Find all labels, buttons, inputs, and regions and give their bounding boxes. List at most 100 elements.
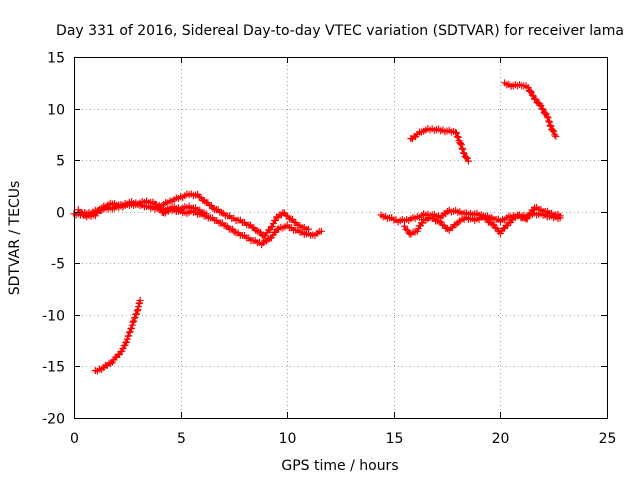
- data-point: [133, 310, 141, 318]
- y-tick-label: -20: [42, 412, 65, 428]
- data-point: [454, 133, 462, 141]
- data-point: [98, 204, 106, 212]
- data-point: [131, 313, 139, 321]
- data-point: [155, 205, 163, 213]
- data-point: [537, 102, 545, 110]
- x-tick-label: 0: [70, 431, 79, 447]
- data-point: [440, 221, 448, 229]
- y-tick-label: 10: [47, 103, 65, 119]
- y-tick-label: 15: [47, 51, 65, 67]
- data-point: [133, 307, 141, 315]
- data-point: [194, 190, 202, 198]
- data-point: [556, 212, 564, 220]
- data-point: [524, 83, 532, 91]
- data-point: [452, 129, 460, 137]
- series-arc-3: [74, 197, 210, 221]
- data-point: [151, 200, 159, 208]
- x-tick-label: 20: [492, 431, 510, 447]
- series-arc-6: [400, 203, 564, 238]
- data-point: [107, 360, 115, 368]
- series-arc-4: [91, 296, 144, 375]
- data-point: [305, 225, 313, 233]
- data-point: [126, 328, 134, 336]
- data-point: [317, 227, 325, 235]
- data-point: [544, 114, 552, 122]
- data-point: [543, 113, 551, 121]
- grid-lines: [74, 57, 607, 418]
- data-point: [490, 221, 498, 229]
- data-point: [128, 324, 136, 332]
- data-point: [402, 225, 410, 233]
- series-line: [94, 299, 142, 373]
- data-point: [209, 204, 217, 212]
- chart-title: Day 331 of 2016, Sidereal Day-to-day VTE…: [56, 23, 624, 39]
- data-point: [404, 226, 412, 234]
- data-point: [531, 95, 539, 103]
- data-point: [273, 225, 281, 233]
- data-point: [526, 87, 534, 95]
- data-point: [405, 230, 413, 238]
- data-point: [202, 210, 210, 218]
- data-point: [458, 144, 466, 152]
- y-tick-label: 5: [56, 154, 65, 170]
- tick-labels: 0 5 10 15 20 25 -20 -15 -10 -5 0 5 10 15: [42, 51, 616, 448]
- y-axis-label: SDTVAR / TECUs: [7, 181, 23, 296]
- data-point: [552, 132, 560, 140]
- data-point: [504, 222, 512, 230]
- data-point: [136, 296, 144, 304]
- series-arc-2: [151, 190, 313, 240]
- x-axis-label: GPS time / hours: [281, 458, 398, 474]
- series-arc-7: [407, 125, 472, 165]
- y-tick-label: -15: [42, 360, 65, 376]
- data-point: [257, 228, 265, 236]
- data-point: [488, 220, 496, 228]
- data-point: [128, 321, 136, 329]
- data-point: [512, 213, 520, 221]
- data-point: [130, 317, 138, 325]
- x-tick-label: 15: [386, 431, 404, 447]
- data-point: [218, 208, 226, 216]
- plot-frame: [74, 57, 608, 419]
- data-point: [264, 235, 272, 243]
- data-point: [532, 95, 540, 103]
- data-point: [129, 318, 137, 326]
- data-point: [536, 100, 544, 108]
- data-point: [230, 228, 238, 236]
- data-point: [479, 212, 487, 220]
- data-point: [444, 225, 452, 233]
- data-point: [435, 217, 443, 225]
- series-arc-8: [501, 79, 560, 140]
- data-point: [166, 205, 174, 213]
- data-point: [493, 225, 501, 233]
- data-point: [453, 133, 461, 141]
- y-tick-label: -5: [51, 257, 65, 273]
- data-point: [462, 154, 470, 162]
- data-points: [70, 79, 564, 375]
- data-point: [460, 149, 468, 157]
- data-point: [495, 228, 503, 236]
- data-point: [200, 197, 208, 205]
- data-point: [483, 215, 491, 223]
- y-tick-label: -10: [42, 309, 65, 325]
- data-point: [400, 222, 408, 230]
- data-point: [491, 224, 499, 232]
- x-tick-label: 25: [599, 431, 617, 447]
- data-point: [538, 105, 546, 113]
- data-point: [452, 221, 460, 229]
- data-point: [252, 226, 260, 234]
- data-point: [222, 222, 230, 230]
- data-point: [527, 88, 535, 96]
- data-point: [437, 218, 445, 226]
- data-point: [457, 140, 465, 148]
- series-arc-5: [377, 206, 564, 226]
- x-tick-label: 5: [177, 431, 186, 447]
- data-point: [546, 121, 554, 129]
- x-tick-label: 10: [279, 431, 297, 447]
- tick-marks: [74, 57, 608, 419]
- data-point: [539, 105, 547, 113]
- data-point: [197, 194, 205, 202]
- data-point: [152, 201, 160, 209]
- data-point: [551, 131, 559, 139]
